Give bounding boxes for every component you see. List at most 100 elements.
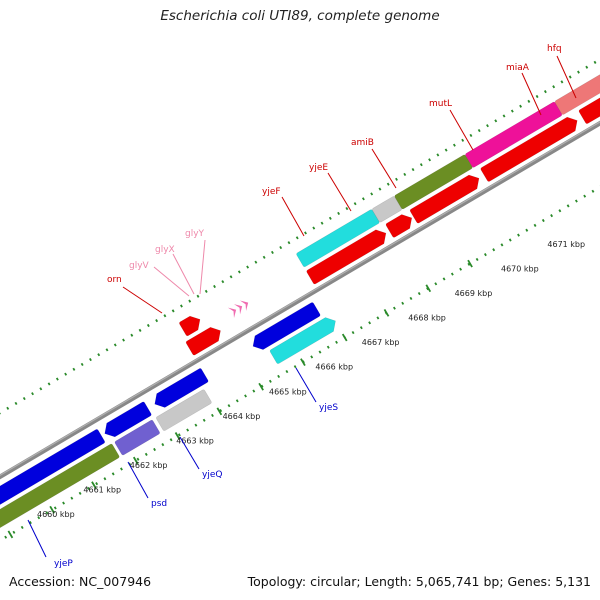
glyY-leader-line — [199, 239, 206, 295]
orn-leader-line — [122, 286, 163, 314]
upper-scale-track — [64, 372, 68, 376]
gene-label-glyV[interactable]: glyV — [129, 261, 150, 271]
upper-scale-track — [361, 197, 365, 201]
upper-scale-track — [304, 231, 307, 235]
gene-label-miaA[interactable]: miaA — [506, 63, 530, 73]
upper-scale-track — [14, 401, 18, 406]
hfq-leader-line — [556, 55, 577, 99]
gene-glyph-1[interactable] — [114, 419, 160, 456]
gene-label-glyX[interactable]: glyX — [155, 245, 175, 255]
upper-scale-track — [593, 60, 597, 64]
yjeS-glyph[interactable] — [269, 314, 339, 364]
gene-glyph-7[interactable] — [249, 302, 321, 353]
upper-scale-track — [80, 362, 84, 367]
scale-label-4662-kbp: 4662 kbp — [130, 461, 168, 470]
scale-label-4663-kbp: 4663 kbp — [176, 436, 214, 445]
gene-label-psd[interactable]: psd — [151, 499, 167, 509]
lower-scale-track — [227, 404, 231, 408]
upper-scale-track — [403, 172, 407, 177]
upper-scale-track — [130, 333, 134, 337]
upper-scale-track — [221, 280, 225, 284]
scale-label-4665-kbp: 4665 kbp — [269, 387, 307, 396]
yjeQ-leader-line — [179, 436, 200, 470]
lower-scale-track — [211, 413, 214, 417]
genome-backbone — [0, 54, 600, 546]
gene-glyph-13[interactable] — [578, 80, 600, 124]
trna-glyph-2[interactable] — [239, 297, 251, 311]
upper-scale-track — [560, 80, 564, 84]
gene-label-mutL[interactable]: mutL — [429, 99, 452, 109]
gene-glyph-15[interactable] — [179, 313, 204, 337]
scale-label-4670-kbp: 4670 kbp — [501, 265, 539, 274]
lower-scale-track — [268, 379, 272, 383]
gene-glyph-12[interactable] — [480, 114, 581, 183]
upper-scale-track — [229, 275, 233, 279]
gene-label-yjeQ[interactable]: yjeQ — [202, 470, 222, 480]
upper-scale-track — [279, 245, 283, 250]
yjeF-glyph[interactable] — [296, 209, 380, 268]
gene-glyph-2[interactable] — [156, 389, 212, 431]
gene-glyph-11[interactable] — [409, 171, 483, 224]
upper-scale-track — [510, 109, 514, 113]
upper-scale-track — [378, 187, 382, 191]
gene-label-amiB[interactable]: amiB — [351, 138, 374, 148]
gene-glyph-9[interactable] — [306, 226, 390, 285]
gene-glyph-4[interactable] — [0, 429, 105, 534]
major-tick — [174, 432, 181, 440]
lower-scale-track — [12, 530, 16, 534]
lower-scale-track — [376, 316, 380, 320]
trna-glyph-1[interactable] — [233, 301, 245, 315]
major-tick — [383, 308, 390, 317]
major-tick — [341, 333, 348, 342]
lower-scale-track — [442, 277, 446, 281]
upper-scale-track — [39, 387, 43, 391]
upper-scale-track — [486, 124, 489, 128]
lower-scale-track — [409, 296, 413, 301]
lower-scale-track — [144, 452, 148, 456]
upper-scale-track — [287, 241, 291, 245]
scale-label-4664-kbp: 4664 kbp — [223, 412, 261, 421]
trna-glyph-0[interactable] — [227, 305, 239, 318]
lower-scale-track — [4, 535, 8, 539]
gene-glyph-0[interactable] — [0, 443, 120, 551]
scale-label-4669-kbp: 4669 kbp — [455, 289, 493, 298]
gene-label-hfq[interactable]: hfq — [547, 44, 562, 54]
gene-label-yjeE[interactable]: yjeE — [309, 163, 328, 173]
gene-label-yjeF[interactable]: yjeF — [262, 187, 281, 197]
scale-label-4660-kbp: 4660 kbp — [37, 510, 75, 519]
upper-scale-track — [246, 265, 250, 269]
miaA-glyph[interactable] — [554, 74, 600, 115]
gene-label-yjeP[interactable]: yjeP — [54, 559, 73, 569]
lower-scale-track — [153, 447, 156, 452]
orn-glyph[interactable] — [185, 324, 224, 356]
lower-scale-track — [244, 394, 247, 398]
lower-scale-track — [574, 199, 578, 203]
lower-scale-track — [29, 521, 32, 525]
gene-label-orn[interactable]: orn — [107, 275, 122, 285]
genome-strip — [0, 54, 600, 551]
mutL-glyph[interactable] — [465, 101, 563, 168]
gene-glyph-5[interactable] — [101, 401, 152, 440]
gene-glyph-10[interactable] — [385, 211, 416, 238]
yjeE-glyph[interactable] — [372, 196, 403, 223]
yjeF-leader-line — [281, 196, 305, 237]
lower-scale-track — [20, 525, 24, 530]
upper-scale-track — [180, 304, 183, 308]
lower-scale-track — [351, 330, 355, 335]
upper-scale-track — [469, 133, 473, 138]
gene-label-yjeS[interactable]: yjeS — [319, 403, 338, 413]
lower-scale-track — [161, 443, 165, 447]
lower-scale-track — [235, 399, 239, 403]
gene-label-glyY[interactable]: glyY — [185, 229, 205, 239]
scale-label-4661-kbp: 4661 kbp — [83, 485, 121, 494]
glyV-leader-line — [153, 266, 190, 297]
upper-scale-track — [155, 319, 159, 323]
gene-glyph-6[interactable] — [151, 368, 209, 411]
upper-scale-track — [436, 153, 440, 157]
lower-scale-track — [120, 467, 123, 471]
upper-scale-track — [370, 192, 374, 196]
lower-scale-track — [318, 350, 322, 354]
amiB-glyph[interactable] — [394, 154, 473, 210]
lower-scale-track — [459, 267, 463, 271]
